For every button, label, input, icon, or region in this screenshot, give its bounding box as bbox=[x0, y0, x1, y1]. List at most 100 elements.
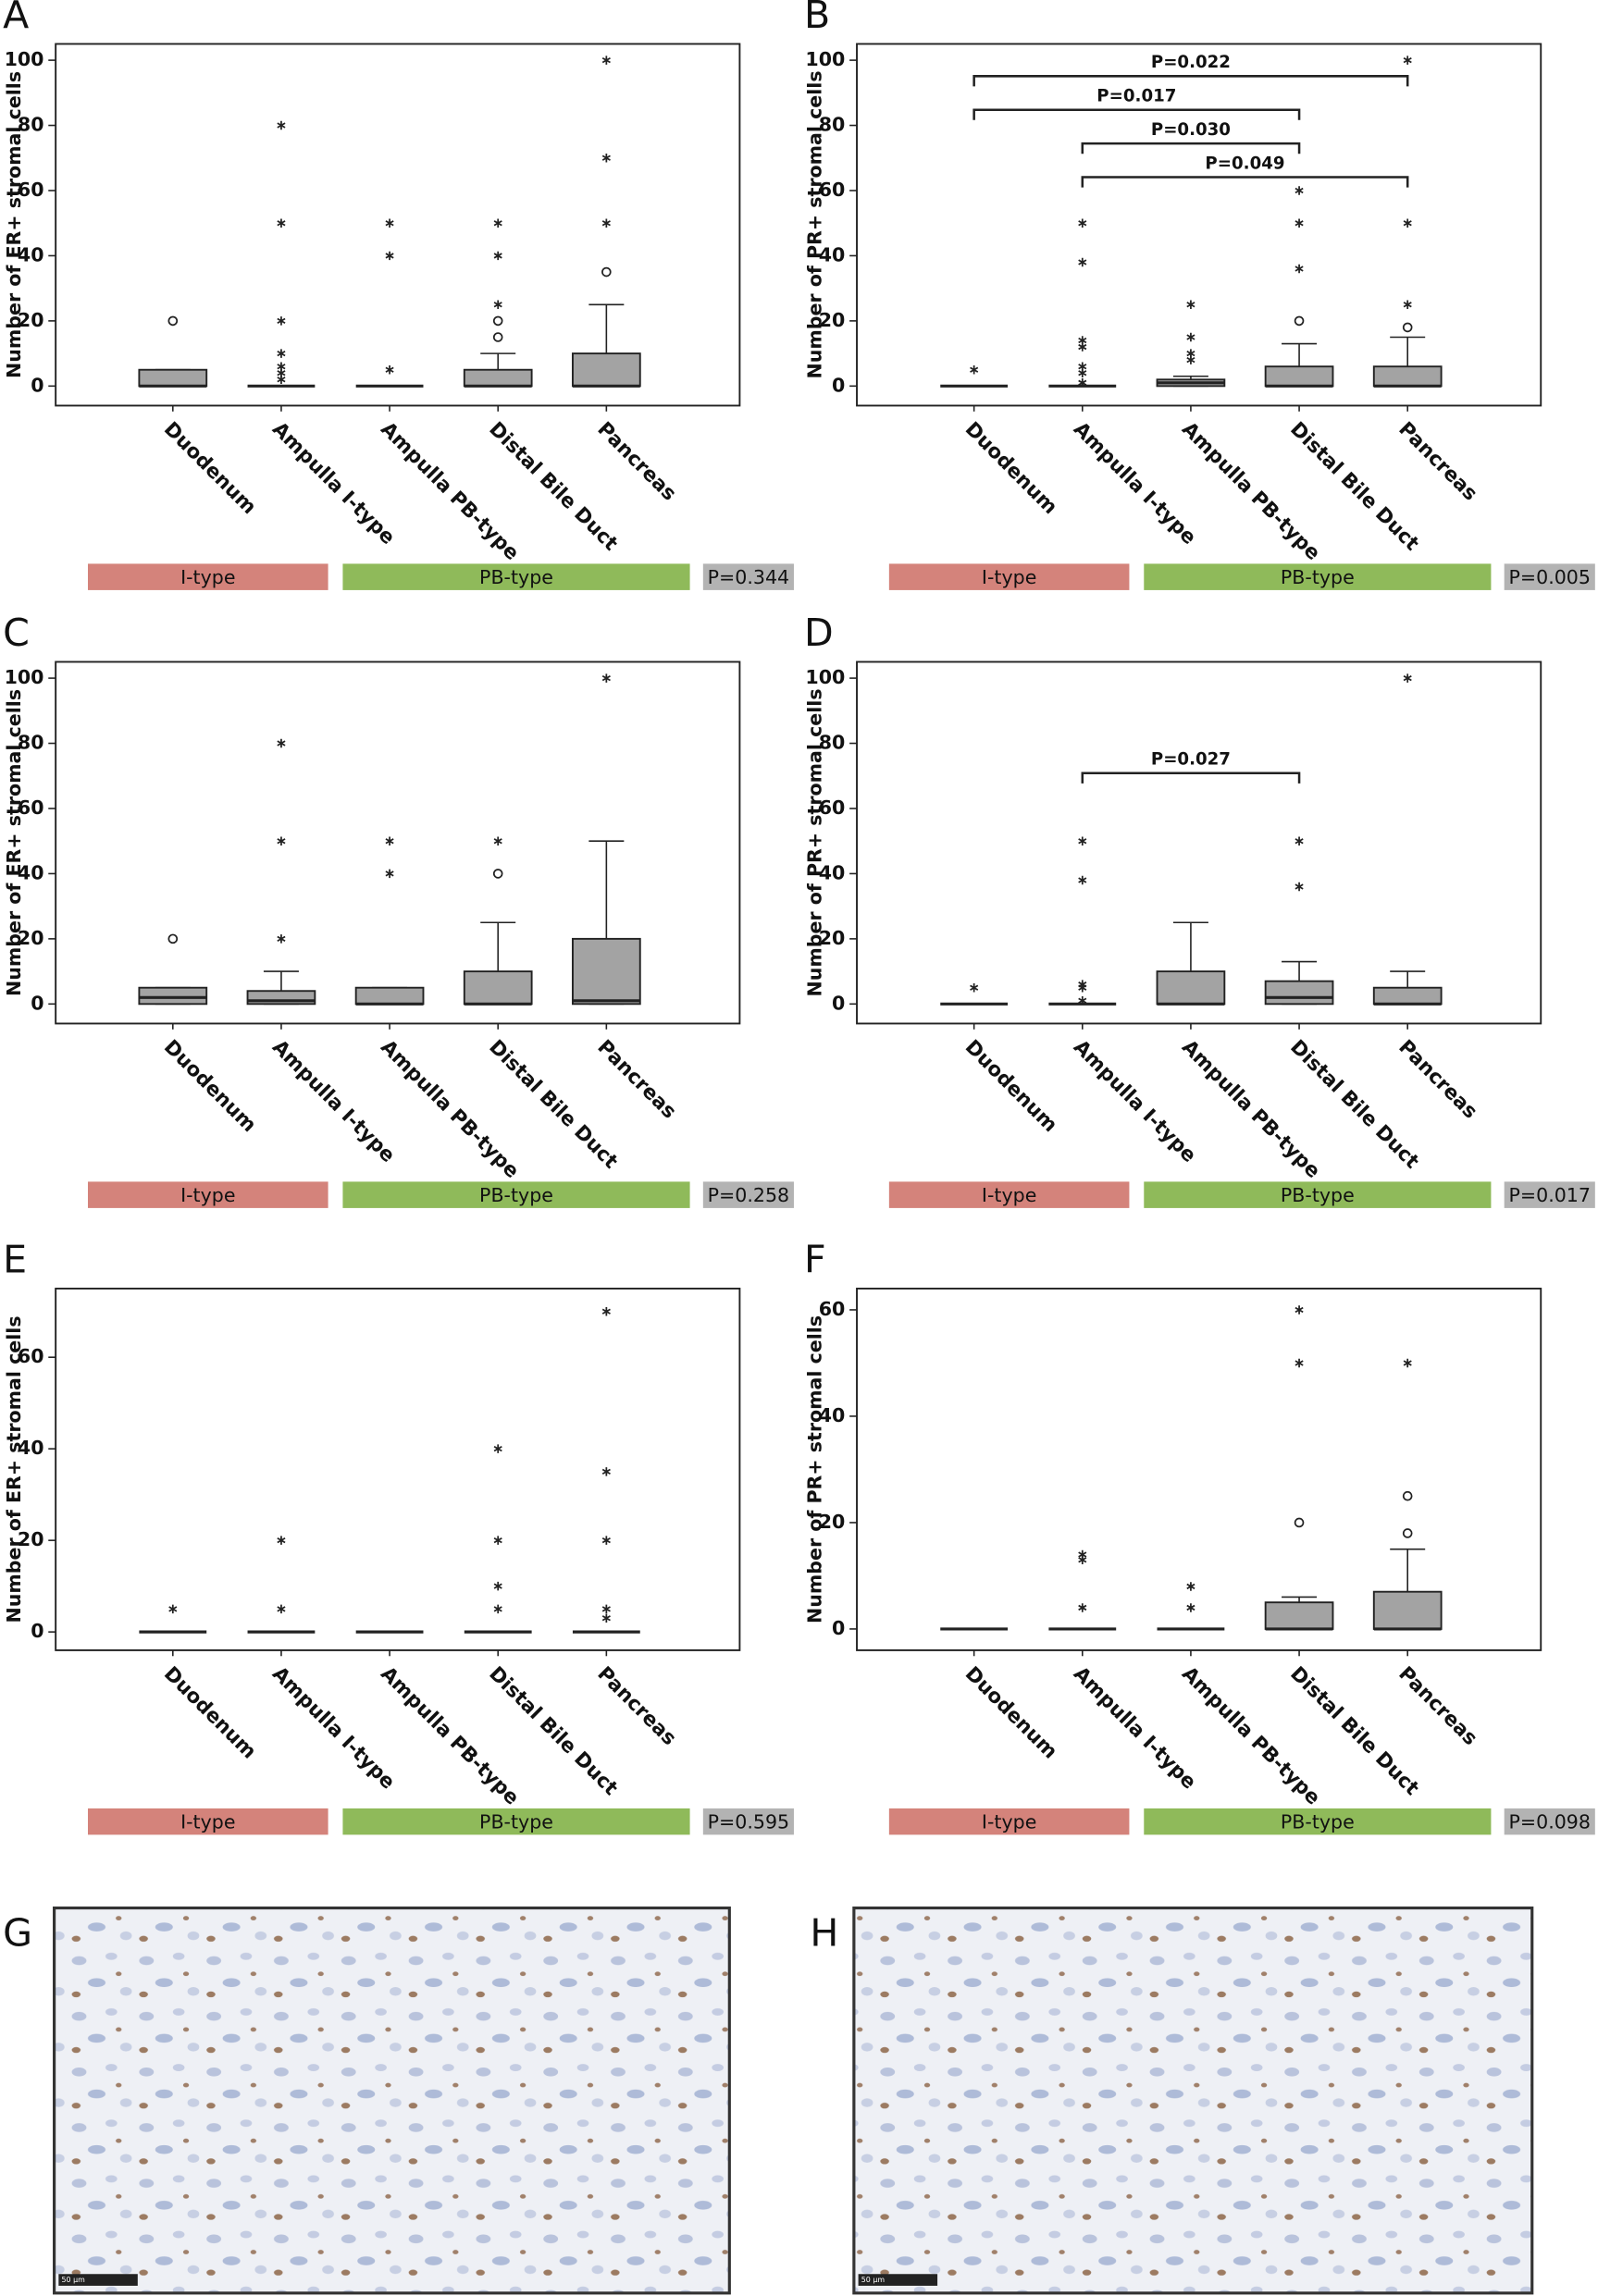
group-bar bbox=[87, 1808, 328, 1835]
group-label: I-type bbox=[982, 1811, 1036, 1833]
plot-frame bbox=[856, 43, 1542, 407]
outlier bbox=[1402, 1490, 1413, 1501]
x-tick-label: Duodenum bbox=[159, 1662, 261, 1764]
box bbox=[463, 836, 533, 1006]
x-tick-label: Pancreas bbox=[1394, 417, 1481, 505]
y-tick-label: 100 bbox=[805, 48, 845, 70]
box bbox=[138, 933, 208, 1006]
outlier bbox=[492, 315, 503, 327]
bracket bbox=[1081, 142, 1301, 154]
extreme bbox=[1186, 332, 1195, 342]
box-body bbox=[463, 368, 533, 388]
extreme bbox=[601, 218, 611, 228]
y-tick-label: 40 bbox=[819, 243, 846, 265]
y-tick-label: 20 bbox=[18, 1528, 44, 1550]
plot-frame bbox=[55, 1288, 741, 1651]
box bbox=[1156, 921, 1226, 1006]
comparison-label: P=0.027 bbox=[1151, 750, 1231, 770]
extreme bbox=[1078, 368, 1087, 377]
group-label: PB-type bbox=[479, 566, 553, 588]
extreme bbox=[277, 120, 286, 130]
y-tick-label: 0 bbox=[832, 992, 845, 1014]
extreme bbox=[1186, 1603, 1195, 1612]
y-tick-label: 0 bbox=[31, 992, 43, 1014]
group-label: I-type bbox=[180, 1811, 235, 1833]
box bbox=[1372, 56, 1443, 388]
box bbox=[354, 836, 425, 1006]
y-tick-label: 20 bbox=[819, 1511, 846, 1533]
extreme bbox=[1186, 355, 1195, 364]
extreme bbox=[1078, 342, 1087, 352]
y-tick-label: 60 bbox=[18, 1345, 44, 1367]
group-bar bbox=[1144, 1181, 1492, 1208]
box-body bbox=[1372, 986, 1443, 1006]
box bbox=[247, 1536, 316, 1634]
y-tick-label: 60 bbox=[819, 796, 846, 819]
scale-bar-label: 50 µm bbox=[62, 2276, 86, 2284]
y-axis-label: Number of PR+ stromal cells bbox=[804, 688, 826, 996]
box-body bbox=[463, 970, 533, 1006]
p-value: P=0.595 bbox=[708, 1811, 790, 1833]
extreme bbox=[1403, 1358, 1412, 1368]
y-tick-label: 100 bbox=[805, 666, 845, 688]
extreme bbox=[601, 1306, 611, 1316]
extreme bbox=[277, 1536, 286, 1545]
scale-bar bbox=[858, 2274, 938, 2286]
extreme bbox=[1295, 1305, 1304, 1315]
comparison-label: P=0.022 bbox=[1151, 53, 1231, 72]
y-tick-label: 20 bbox=[18, 927, 44, 949]
panel-letter: F bbox=[804, 1237, 826, 1281]
extreme bbox=[601, 154, 611, 163]
extreme bbox=[1186, 1582, 1195, 1591]
group-bar bbox=[1144, 1808, 1492, 1835]
image-panels: G 50 µm H 50 µm bbox=[3, 1906, 1534, 2295]
extreme bbox=[1403, 300, 1412, 310]
box bbox=[1156, 300, 1226, 388]
group-label: PB-type bbox=[1281, 1184, 1355, 1206]
group-label: PB-type bbox=[479, 1184, 553, 1206]
extreme bbox=[1295, 218, 1304, 228]
y-tick-label: 20 bbox=[819, 927, 846, 949]
comparison-label: P=0.049 bbox=[1205, 154, 1284, 173]
group-bar bbox=[87, 1181, 328, 1208]
extreme bbox=[277, 316, 286, 326]
extreme bbox=[277, 738, 286, 748]
bracket bbox=[1081, 176, 1409, 188]
group-label: PB-type bbox=[1281, 566, 1355, 588]
group-label: I-type bbox=[982, 1184, 1036, 1206]
extreme bbox=[1295, 882, 1304, 892]
extreme bbox=[493, 836, 502, 846]
y-tick-label: 60 bbox=[819, 1298, 846, 1320]
group-bar bbox=[888, 563, 1130, 590]
group-label: I-type bbox=[180, 566, 235, 588]
box-body bbox=[1264, 980, 1334, 1006]
comparison-label: P=0.017 bbox=[1096, 86, 1176, 105]
extreme bbox=[601, 56, 611, 65]
box-body bbox=[1372, 1590, 1443, 1630]
box-body bbox=[138, 986, 208, 1006]
extreme bbox=[601, 673, 611, 683]
extreme bbox=[1295, 264, 1304, 274]
extreme bbox=[385, 869, 394, 879]
bracket bbox=[972, 75, 1409, 87]
box bbox=[1048, 836, 1117, 1006]
y-tick-label: 40 bbox=[18, 243, 44, 265]
box-body bbox=[138, 368, 208, 388]
box bbox=[1157, 1582, 1225, 1631]
p-value: P=0.258 bbox=[708, 1184, 790, 1206]
extreme bbox=[1078, 218, 1087, 228]
p-value-box bbox=[702, 1181, 794, 1208]
box-body bbox=[1156, 970, 1226, 1006]
x-tick-label: Pancreas bbox=[593, 1662, 681, 1750]
scale-bar-label: 50 µm bbox=[861, 2276, 886, 2284]
extreme bbox=[1078, 1555, 1087, 1564]
extreme bbox=[1078, 996, 1087, 1006]
group-bar bbox=[87, 563, 328, 590]
box-body bbox=[571, 937, 641, 1006]
panel-letter: C bbox=[3, 611, 30, 655]
box bbox=[940, 364, 1009, 388]
p-value-box bbox=[1504, 1181, 1595, 1208]
